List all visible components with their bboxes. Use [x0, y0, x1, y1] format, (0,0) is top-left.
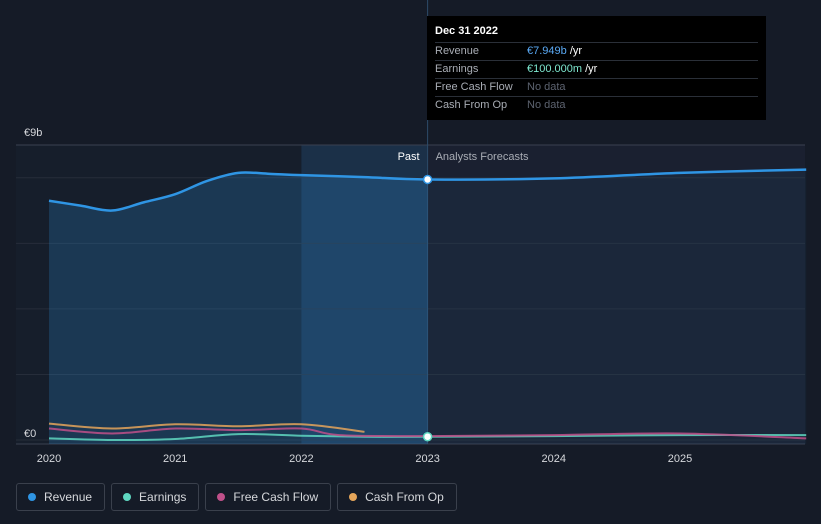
data-tooltip: Dec 31 2022 Revenue €7.949b /yr Earnings…	[427, 16, 766, 120]
free-cash-flow-dot-icon	[217, 493, 226, 501]
x-tick-label: 2022	[289, 453, 313, 465]
chart-legend: Revenue Earnings Free Cash Flow Cash Fro…	[16, 483, 457, 511]
earnings-marker	[422, 431, 433, 442]
x-tick-label: 2020	[37, 453, 61, 465]
y-axis-top-label: €9b	[24, 127, 42, 139]
revenue-line	[48, 168, 807, 212]
tooltip-unit: /yr	[582, 63, 598, 75]
x-tick-label: 2023	[415, 453, 439, 465]
tooltip-label: Revenue	[435, 45, 480, 57]
revenue-marker	[422, 174, 433, 185]
tooltip-row-free-cash-flow: Free Cash Flow No data	[435, 78, 758, 96]
legend-item-revenue[interactable]: Revenue	[16, 483, 106, 511]
tooltip-date: Dec 31 2022	[435, 25, 498, 37]
tooltip-label: Free Cash Flow	[435, 81, 513, 93]
cash-from-op-dot-icon	[349, 493, 358, 501]
revenue-dot-icon	[28, 493, 36, 501]
highlight-region	[301, 145, 428, 444]
x-tick-label: 2025	[668, 453, 692, 465]
x-tick-label: 2021	[163, 453, 187, 465]
free-cash-flow-line	[48, 427, 807, 440]
legend-label: Earnings	[139, 490, 187, 504]
cash-from-op-line	[48, 422, 365, 433]
tooltip-row-cash-from-op: Cash From Op No data	[435, 96, 758, 114]
tooltip-label: Earnings	[435, 63, 479, 75]
legend-label: Cash From Op	[365, 490, 444, 504]
y-axis-zero-label: €0	[24, 428, 36, 440]
tooltip-row-revenue: Revenue €7.949b /yr	[435, 42, 758, 60]
tooltip-value: No data	[527, 99, 566, 111]
tooltip-value: €7.949b /yr	[527, 43, 582, 60]
legend-item-free-cash-flow[interactable]: Free Cash Flow	[205, 483, 332, 511]
tooltip-row-earnings: Earnings €100.000m /yr	[435, 60, 758, 78]
x-tick-label: 2024	[542, 453, 566, 465]
earnings-dot-icon	[123, 493, 132, 501]
past-label: Past	[398, 151, 420, 163]
legend-item-earnings[interactable]: Earnings	[111, 483, 200, 511]
tooltip-earnings-value: €100.000m	[527, 63, 583, 75]
tooltip-label: Cash From Op	[435, 99, 508, 111]
forecast-label: Analysts Forecasts	[436, 151, 529, 163]
tooltip-revenue-value: €7.949b	[527, 45, 567, 57]
revenue-area	[49, 172, 428, 444]
tooltip-unit: /yr	[566, 45, 583, 57]
forecast-region	[427, 145, 805, 444]
tooltip-value: No data	[527, 81, 566, 93]
legend-item-cash-from-op[interactable]: Cash From Op	[337, 483, 457, 511]
legend-label: Free Cash Flow	[233, 490, 319, 504]
legend-label: Revenue	[44, 490, 93, 504]
tooltip-value: €100.000m /yr	[527, 61, 597, 78]
revenue-forecast-area	[427, 169, 807, 445]
